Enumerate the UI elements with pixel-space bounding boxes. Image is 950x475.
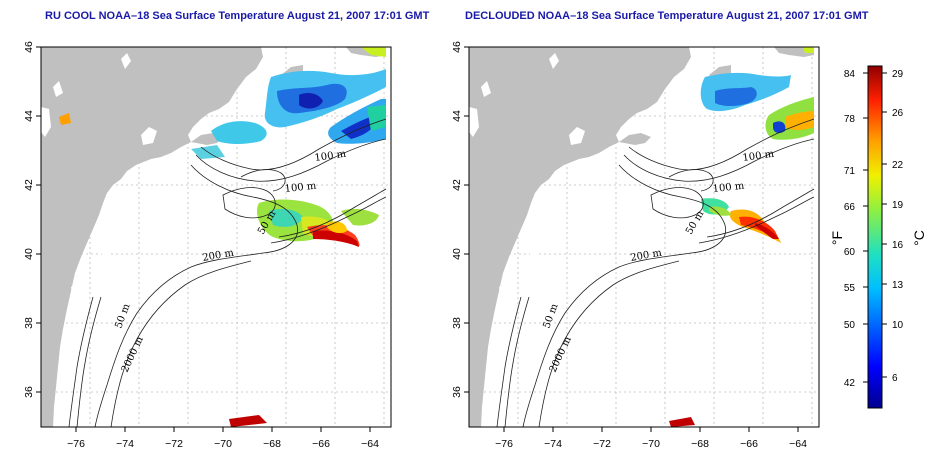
colorbar-fahrenheit-label: °F	[829, 231, 845, 245]
right-lon-axis: −76 −74 −72 −70 −68 −66 −64	[495, 427, 807, 450]
left-map: 100 m 100 m 50 m 200 m 50 m 2000 m	[40, 46, 392, 428]
right-panel-title: DECLOUDED NOAA–18 Sea Surface Temperatur…	[465, 10, 869, 22]
right-lon-tick: −74	[544, 438, 562, 450]
left-lon-tick: −68	[263, 438, 281, 450]
right-lon-tick: −66	[740, 438, 758, 450]
right-lat-axis: 46 44 42 40 38 36	[451, 41, 469, 398]
right-lat-tick: 40	[451, 248, 463, 260]
colorbar-f-tick: 71	[844, 166, 856, 177]
colorbar-f-tick: 66	[844, 202, 856, 213]
left-lat-tick: 44	[23, 110, 35, 122]
colorbar-c-tick: 6	[892, 373, 898, 384]
left-lat-tick: 36	[23, 386, 35, 398]
colorbar-celsius-label: °C	[911, 230, 927, 246]
colorbar-f-tick: 84	[844, 69, 856, 80]
colorbar-f-tick: 50	[844, 320, 856, 331]
colorbar-f-tick: 55	[844, 283, 856, 294]
colorbar-c-tick: 13	[892, 280, 904, 291]
left-lat-tick: 42	[23, 179, 35, 191]
left-lon-tick: −64	[361, 438, 379, 450]
left-lon-tick: −66	[312, 438, 330, 450]
colorbar-c-tick: 10	[892, 320, 904, 331]
colorbar-c-tick: 29	[892, 69, 904, 80]
left-panel-title: RU COOL NOAA–18 Sea Surface Temperature …	[45, 10, 430, 22]
left-lat-tick: 38	[23, 317, 35, 329]
left-lat-tick: 40	[23, 248, 35, 260]
left-lon-axis: −76 −74 −72 −70 −68 −66 −64	[67, 427, 379, 450]
left-lon-tick: −74	[116, 438, 134, 450]
left-contour-label-100m-b: 100 m	[284, 181, 317, 195]
colorbar-c-tick: 22	[892, 160, 904, 171]
right-lat-tick: 36	[451, 386, 463, 398]
right-lat-tick: 42	[451, 179, 463, 191]
right-lon-tick: −64	[789, 438, 807, 450]
right-lat-tick: 38	[451, 317, 463, 329]
colorbar-f-tick: 60	[844, 247, 856, 258]
left-lat-axis: 46 44 42 40 38 36	[23, 41, 41, 398]
right-lat-tick: 44	[451, 110, 463, 122]
colorbar-f-tick: 78	[844, 114, 856, 125]
right-lon-tick: −70	[642, 438, 660, 450]
right-contour-label-100m-a: 100 m	[742, 149, 775, 164]
right-map: 100 m 100 m 50 m 200 m 50 m 2000 m	[468, 46, 820, 428]
right-lon-tick: −72	[593, 438, 611, 450]
colorbar: 84 78 71 66 60 55 50 42 29 26 22 19 16 1…	[829, 65, 927, 409]
right-lon-tick: −76	[495, 438, 513, 450]
right-lon-tick: −68	[691, 438, 709, 450]
left-lon-tick: −76	[67, 438, 85, 450]
right-contour-label-100m-b: 100 m	[712, 181, 745, 195]
left-contour-label-100m-a: 100 m	[314, 149, 347, 164]
left-lon-tick: −72	[165, 438, 183, 450]
left-lon-tick: −70	[214, 438, 232, 450]
colorbar-c-tick: 19	[892, 200, 904, 211]
colorbar-c-tick: 16	[892, 240, 904, 251]
colorbar-c-tick: 26	[892, 108, 904, 119]
colorbar-gradient	[867, 65, 883, 409]
left-lat-tick: 46	[23, 41, 35, 53]
right-lat-tick: 46	[451, 41, 463, 53]
colorbar-f-tick: 42	[844, 378, 856, 389]
